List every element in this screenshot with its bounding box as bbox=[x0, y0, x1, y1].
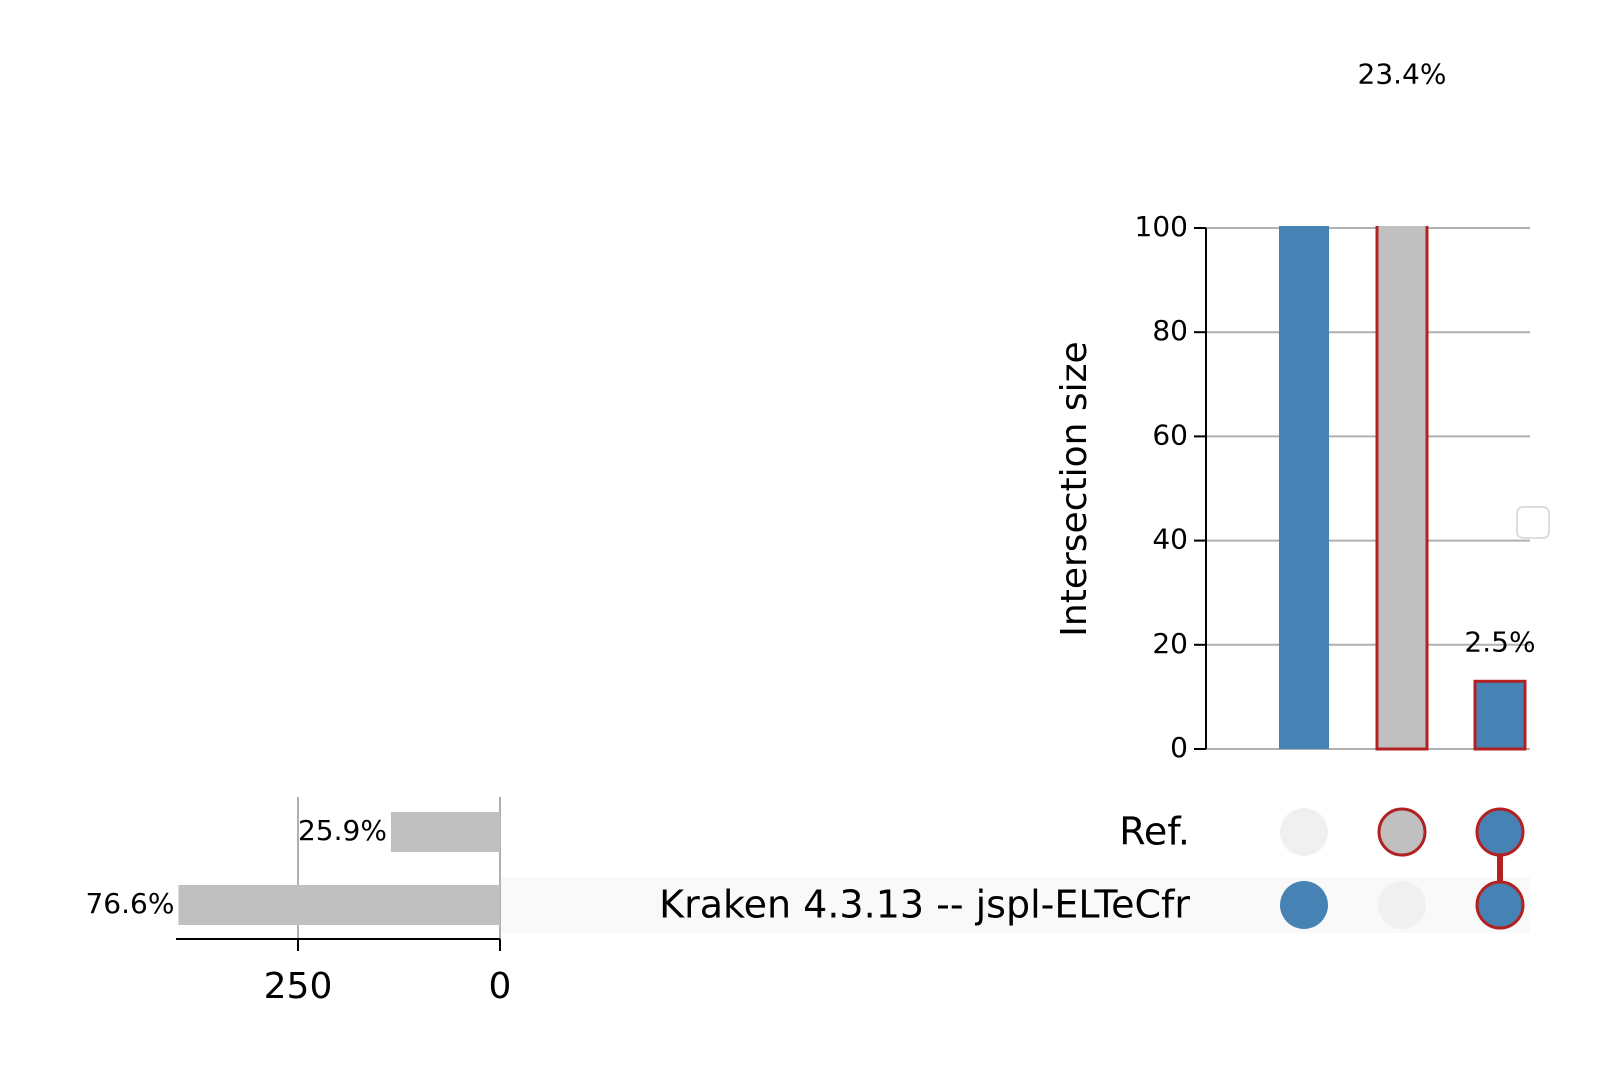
y-tick-label: 20 bbox=[1152, 627, 1188, 660]
y-tick-label: 100 bbox=[1135, 210, 1188, 243]
value-label: 23.4% bbox=[1358, 57, 1447, 90]
y-tick-label: 0 bbox=[1170, 731, 1188, 764]
matrix-dot-active bbox=[1475, 880, 1525, 930]
matrix-dot-active bbox=[1280, 881, 1328, 929]
set-name: Kraken 4.3.13 -- jspl-ELTeCfr bbox=[659, 883, 1190, 927]
set-name: Ref. bbox=[1119, 810, 1190, 854]
matrix-dot bbox=[1378, 881, 1426, 929]
set-size-bar bbox=[178, 885, 500, 925]
y-tick-label: 40 bbox=[1152, 523, 1188, 556]
value-label: 25.9% bbox=[298, 814, 387, 847]
matrix-dot bbox=[1280, 808, 1328, 856]
y-tick-label: 60 bbox=[1152, 418, 1188, 451]
value-label: 76.6% bbox=[85, 887, 174, 920]
x-tick-label: 250 bbox=[264, 966, 333, 1007]
legend-box bbox=[1516, 506, 1550, 539]
intersection-bar bbox=[1375, 226, 1429, 751]
intersection-bar bbox=[1473, 679, 1527, 751]
matrix-dot-active bbox=[1475, 807, 1525, 857]
y-tick-label: 80 bbox=[1152, 314, 1188, 347]
bars bbox=[1279, 226, 1527, 751]
y-axis-label: Intersection size bbox=[1054, 341, 1095, 636]
x-tick-label: 0 bbox=[489, 966, 512, 1007]
value-label: 2.5% bbox=[1464, 625, 1535, 658]
set-size-bar bbox=[390, 812, 500, 852]
row-shade bbox=[500, 877, 1530, 933]
matrix-dot-active bbox=[1377, 807, 1427, 857]
intersection-bar bbox=[1279, 226, 1329, 749]
